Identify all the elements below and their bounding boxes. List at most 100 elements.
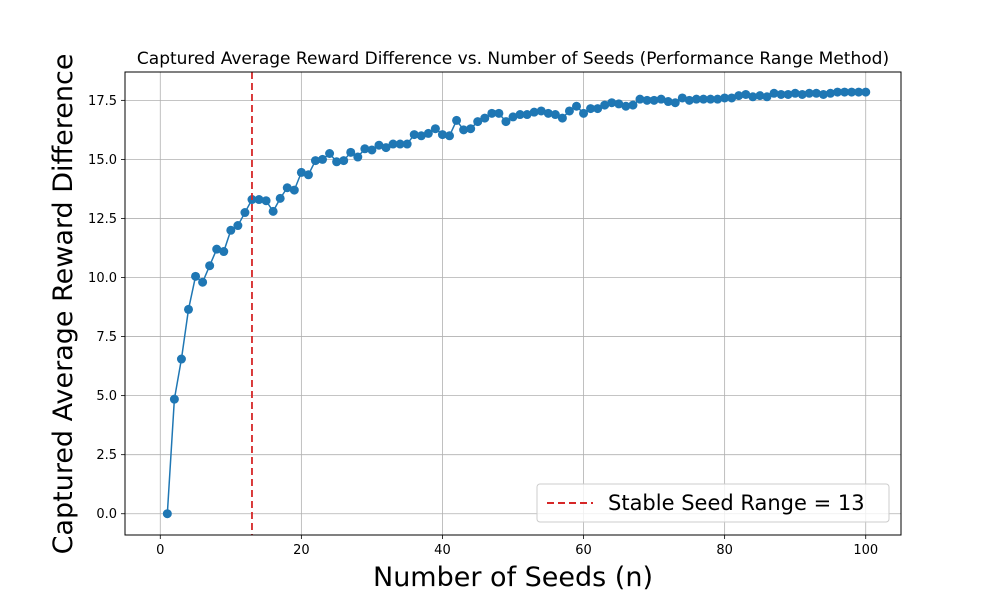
- data-point: [205, 261, 215, 271]
- data-point: [395, 139, 405, 149]
- data-point: [339, 156, 349, 166]
- chart-title: Captured Average Reward Difference vs. N…: [137, 49, 889, 69]
- data-point: [332, 157, 342, 167]
- y-tick-label: 7.5: [96, 330, 117, 345]
- data-point: [593, 104, 603, 114]
- x-axis-label: Number of Seeds (n): [373, 562, 653, 593]
- data-point: [833, 87, 843, 97]
- grid: [125, 72, 901, 535]
- data-point: [614, 99, 624, 109]
- x-tick-label: 80: [716, 543, 733, 558]
- data-point: [423, 128, 433, 138]
- data-point: [162, 509, 172, 519]
- data-point: [656, 94, 666, 104]
- data-point: [713, 94, 723, 104]
- y-tick-label: 15.0: [88, 153, 117, 168]
- y-axis-label: Captured Average Reward Difference: [48, 54, 79, 555]
- data-point: [663, 97, 673, 107]
- data-point: [515, 110, 525, 120]
- data-point: [459, 125, 469, 135]
- data-point: [804, 88, 814, 98]
- data-point: [543, 108, 553, 118]
- data-point: [233, 221, 243, 231]
- data-point: [649, 95, 659, 105]
- data-point: [437, 130, 447, 140]
- x-tick-label: 20: [293, 543, 310, 558]
- data-point: [176, 354, 186, 364]
- y-tick-label: 2.5: [96, 448, 117, 463]
- data-point: [198, 277, 208, 287]
- y-tick-label: 5.0: [96, 389, 117, 404]
- data-point: [586, 104, 596, 114]
- data-point: [388, 139, 398, 149]
- ticks: 0 20 40 60 80 100 0.0 2.5 5.0 7.5 10.0 12.5 15.0 17.5: [88, 94, 878, 558]
- data-point: [529, 107, 539, 117]
- data-point: [445, 131, 455, 141]
- data-point: [310, 156, 320, 166]
- data-point: [374, 140, 384, 150]
- x-tick-label: 0: [156, 543, 164, 558]
- data-point: [416, 131, 426, 141]
- x-tick-label: 40: [434, 543, 451, 558]
- data-point: [670, 98, 680, 108]
- data-point: [755, 91, 765, 101]
- data-point: [183, 304, 193, 314]
- data-point: [353, 152, 363, 162]
- data-point: [303, 170, 313, 180]
- data-point: [508, 112, 518, 122]
- data-point: [706, 94, 716, 104]
- data-point: [748, 92, 758, 102]
- data-point: [783, 89, 793, 99]
- y-tick-label: 12.5: [88, 212, 117, 227]
- data-point: [346, 147, 356, 157]
- data-point: [226, 225, 236, 235]
- data-point: [360, 144, 370, 154]
- data-point: [318, 154, 328, 164]
- data-point: [677, 93, 687, 103]
- data-point: [564, 106, 574, 116]
- data-point: [557, 113, 567, 123]
- data-point: [169, 394, 179, 404]
- data-point: [367, 145, 377, 155]
- data-point: [289, 185, 299, 195]
- plot-frame: [124, 71, 902, 536]
- data-point: [741, 89, 751, 99]
- data-point: [430, 124, 440, 134]
- data-point: [494, 108, 504, 118]
- x-tick-label: 60: [575, 543, 592, 558]
- data-point: [487, 108, 497, 118]
- data-point: [642, 95, 652, 105]
- data-point: [720, 93, 730, 103]
- data-point: [727, 93, 737, 103]
- data-point: [698, 94, 708, 104]
- data-point: [818, 89, 828, 99]
- data-point: [628, 100, 638, 110]
- data-point: [522, 110, 532, 120]
- data-point: [466, 124, 476, 134]
- data-point: [854, 87, 864, 97]
- data-point: [212, 244, 222, 254]
- data-point: [268, 206, 278, 216]
- data-point: [219, 247, 229, 257]
- data-point: [797, 89, 807, 99]
- series-layer: [162, 87, 871, 519]
- legend-box: [536, 483, 890, 523]
- x-tick-label: 100: [853, 543, 878, 558]
- data-point: [296, 167, 306, 177]
- data-point: [861, 87, 871, 97]
- data-point: [571, 101, 581, 111]
- data-point: [607, 98, 617, 108]
- data-point: [480, 113, 490, 123]
- data-point: [254, 195, 264, 205]
- data-point: [684, 95, 694, 105]
- data-point: [473, 117, 483, 127]
- data-point: [550, 110, 560, 120]
- data-point: [240, 208, 250, 218]
- data-point: [325, 148, 335, 158]
- data-point: [769, 88, 779, 98]
- data-point: [635, 94, 645, 104]
- data-point: [282, 183, 292, 193]
- legend: Stable Seed Range = 13: [536, 483, 890, 523]
- data-point: [621, 101, 631, 111]
